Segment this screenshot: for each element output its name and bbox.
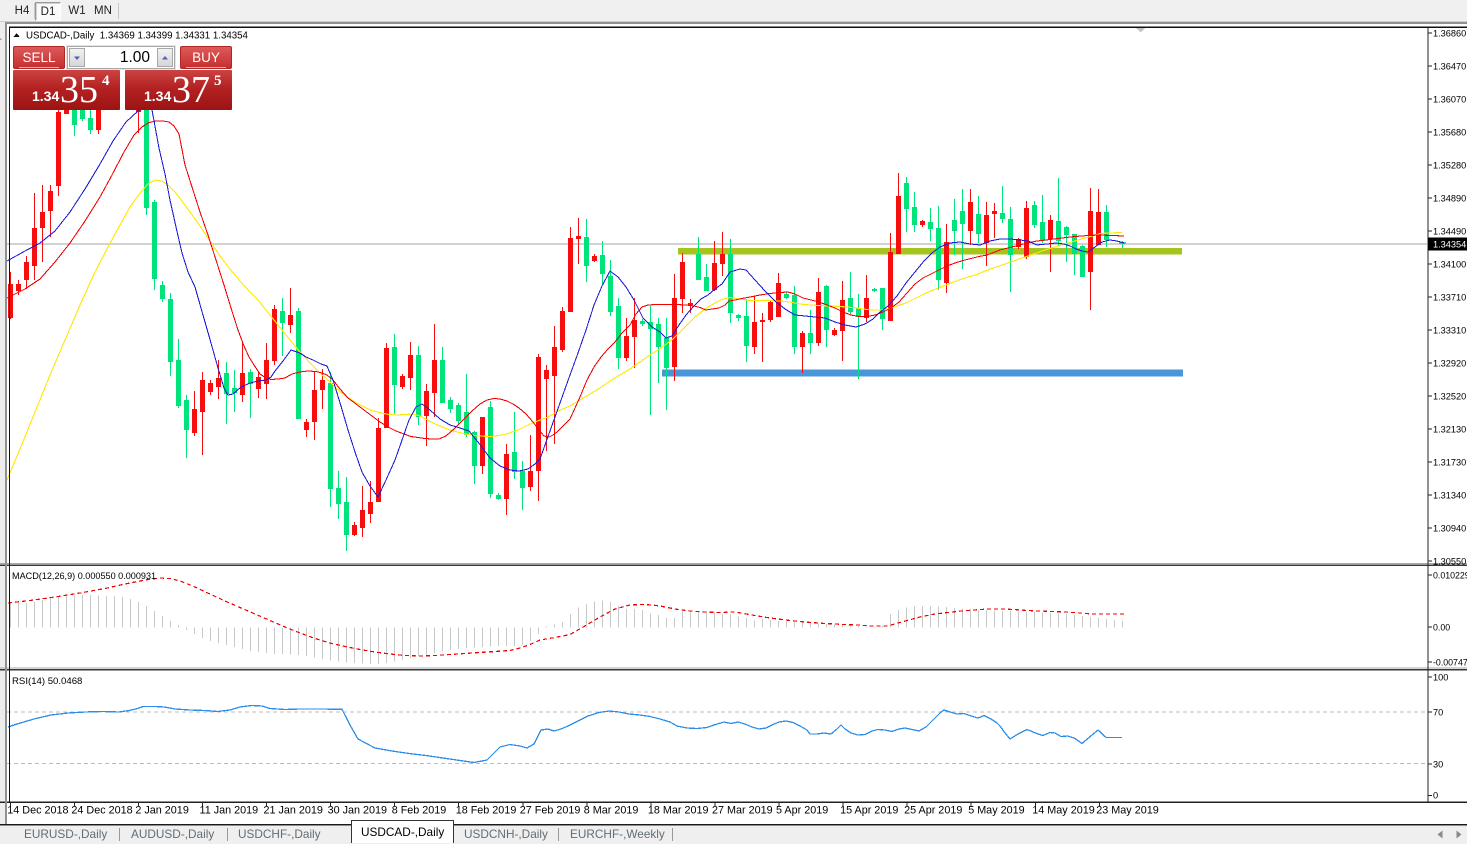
svg-text:24 Dec 2018: 24 Dec 2018 <box>71 805 132 817</box>
svg-text:18 Mar 2019: 18 Mar 2019 <box>648 805 709 817</box>
svg-text:0: 0 <box>1433 791 1438 801</box>
svg-text:1.32130: 1.32130 <box>1433 424 1466 434</box>
svg-text:1.36070: 1.36070 <box>1433 94 1466 104</box>
svg-text:1.31730: 1.31730 <box>1433 457 1466 467</box>
svg-text:70: 70 <box>1433 707 1443 717</box>
svg-text:1.36470: 1.36470 <box>1433 61 1466 71</box>
svg-text:15 Apr 2019: 15 Apr 2019 <box>840 805 898 817</box>
svg-text:USDCAD-,Daily 1.34369 1.34399: USDCAD-,Daily 1.34369 1.34399 1.34331 1.… <box>26 31 248 42</box>
svg-text:5 May 2019: 5 May 2019 <box>968 805 1024 817</box>
svg-text:27 Feb 2019: 27 Feb 2019 <box>520 805 581 817</box>
svg-text:1.36860: 1.36860 <box>1433 28 1466 38</box>
svg-text:1.35680: 1.35680 <box>1433 127 1466 137</box>
svg-text:2 Jan 2019: 2 Jan 2019 <box>135 805 188 817</box>
svg-text:21 Jan 2019: 21 Jan 2019 <box>264 805 323 817</box>
svg-text:100: 100 <box>1433 672 1448 682</box>
svg-text:8 Mar 2019: 8 Mar 2019 <box>584 805 639 817</box>
svg-text:1.33710: 1.33710 <box>1433 292 1466 302</box>
svg-text:1.34100: 1.34100 <box>1433 259 1466 269</box>
svg-text:11 Jan 2019: 11 Jan 2019 <box>200 805 259 817</box>
svg-text:14 May 2019: 14 May 2019 <box>1032 805 1094 817</box>
svg-text:1.30940: 1.30940 <box>1433 523 1466 533</box>
svg-text:RSI(14) 50.0468: RSI(14) 50.0468 <box>12 676 82 687</box>
svg-text:30 Jan 2019: 30 Jan 2019 <box>328 805 387 817</box>
svg-text:14 Dec 2018: 14 Dec 2018 <box>7 805 68 817</box>
svg-text:30: 30 <box>1433 759 1443 769</box>
svg-text:1.31340: 1.31340 <box>1433 490 1466 500</box>
svg-text:27 Mar 2019: 27 Mar 2019 <box>712 805 773 817</box>
svg-text:0.00: 0.00 <box>1433 622 1450 632</box>
svg-text:25 Apr 2019: 25 Apr 2019 <box>904 805 962 817</box>
svg-text:18 Feb 2019: 18 Feb 2019 <box>456 805 517 817</box>
svg-text:1.30550: 1.30550 <box>1433 556 1466 566</box>
svg-text:5 Apr 2019: 5 Apr 2019 <box>776 805 828 817</box>
svg-text:1.33310: 1.33310 <box>1433 325 1466 335</box>
svg-text:0.010229: 0.010229 <box>1433 570 1467 580</box>
svg-text:1.34890: 1.34890 <box>1433 193 1466 203</box>
svg-text:1.34354: 1.34354 <box>1433 239 1466 249</box>
svg-text:MACD(12,26,9) 0.000550 0.00093: MACD(12,26,9) 0.000550 0.000931 <box>12 571 156 581</box>
svg-text:8 Feb 2019: 8 Feb 2019 <box>392 805 447 817</box>
svg-text:1.32920: 1.32920 <box>1433 358 1466 368</box>
svg-text:23 May 2019: 23 May 2019 <box>1096 805 1158 817</box>
svg-text:1.32520: 1.32520 <box>1433 391 1466 401</box>
svg-text:-0.007472: -0.007472 <box>1433 657 1467 667</box>
svg-text:1.34490: 1.34490 <box>1433 226 1466 236</box>
svg-text:1.35280: 1.35280 <box>1433 160 1466 170</box>
